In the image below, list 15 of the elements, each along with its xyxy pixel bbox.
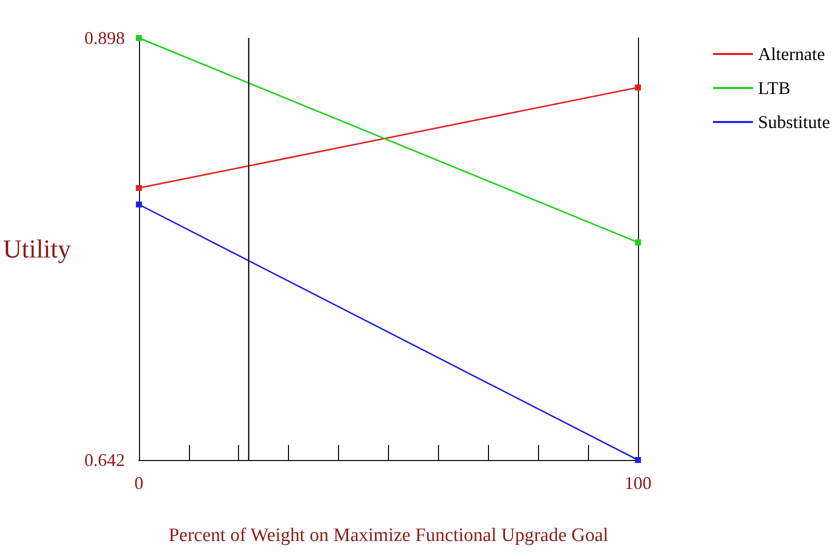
point: [635, 239, 641, 246]
legend-label: Substitute: [758, 112, 830, 132]
legend-label: Alternate: [758, 44, 825, 64]
point: [136, 201, 142, 208]
point: [136, 185, 142, 192]
x-axis-title: Percent of Weight on Maximize Functional Upgrade Goal: [168, 525, 608, 546]
legend-label: LTB: [758, 78, 790, 98]
point: [635, 457, 641, 463]
y-axis-title: Utility: [2, 234, 71, 264]
x-tick-label: 0: [134, 473, 144, 493]
point: [136, 35, 142, 41]
point: [635, 84, 641, 90]
y-tick-label: 0.642: [84, 450, 125, 470]
y-tick-label: 0.898: [84, 28, 125, 48]
x-tick-label: 100: [624, 473, 652, 493]
